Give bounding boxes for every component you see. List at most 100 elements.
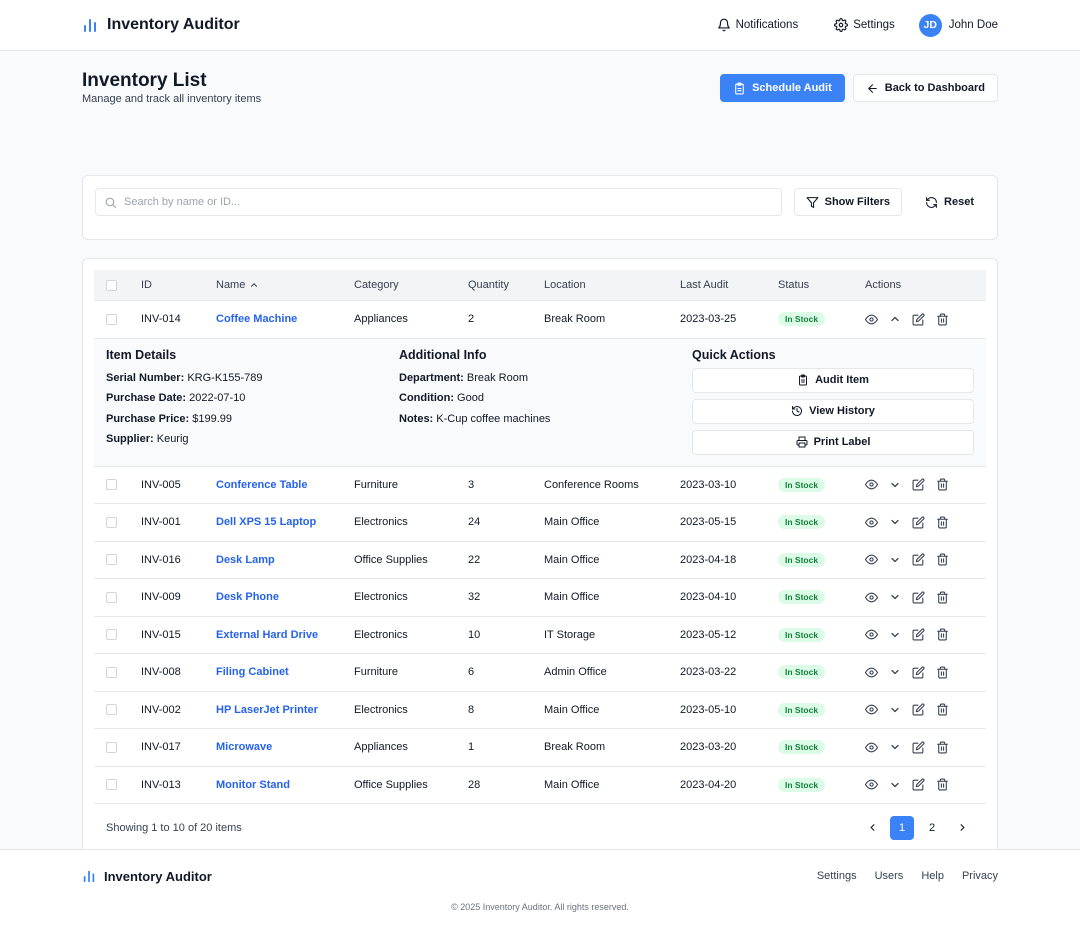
chevron-down-icon[interactable] xyxy=(889,704,901,716)
schedule-audit-button[interactable]: Schedule Audit xyxy=(720,74,845,102)
status-badge: In Stock xyxy=(778,312,826,327)
search-box[interactable] xyxy=(95,188,782,216)
column-header-last-audit[interactable]: Last Audit xyxy=(680,279,729,291)
eye-icon[interactable] xyxy=(865,478,878,491)
footer-link-settings[interactable]: Settings xyxy=(816,870,857,882)
item-name-link[interactable]: Desk Phone xyxy=(216,591,279,604)
chevron-down-icon[interactable] xyxy=(889,591,901,603)
row-checkbox[interactable] xyxy=(106,704,117,716)
select-all-checkbox[interactable] xyxy=(106,279,117,291)
eye-icon[interactable] xyxy=(865,741,878,754)
row-checkbox[interactable] xyxy=(106,591,117,603)
trash-icon[interactable] xyxy=(936,666,949,679)
purchase-price-label: Purchase Price: xyxy=(106,412,190,425)
chevron-down-icon[interactable] xyxy=(889,779,901,791)
chevron-down-icon[interactable] xyxy=(889,516,901,528)
audit-item-button[interactable]: Audit Item xyxy=(692,367,974,393)
item-name-link[interactable]: Microwave xyxy=(216,741,273,754)
row-checkbox[interactable] xyxy=(106,479,117,491)
column-header-id[interactable]: ID xyxy=(141,279,152,291)
item-location: Main Office xyxy=(544,553,600,566)
next-page-button[interactable] xyxy=(950,816,974,840)
item-name-link[interactable]: Dell XPS 15 Laptop xyxy=(216,516,317,529)
edit-icon[interactable] xyxy=(912,516,925,529)
row-checkbox[interactable] xyxy=(106,313,117,325)
item-category: Furniture xyxy=(354,478,399,491)
reset-button[interactable]: Reset xyxy=(914,188,985,216)
chevron-down-icon[interactable] xyxy=(889,741,901,753)
app-header: Inventory Auditor Notifications Settings… xyxy=(0,0,1080,51)
trash-icon[interactable] xyxy=(936,703,949,716)
eye-icon[interactable] xyxy=(865,516,878,529)
page-1-button[interactable]: 1 xyxy=(890,815,914,840)
eye-icon[interactable] xyxy=(865,313,878,326)
view-history-button[interactable]: View History xyxy=(692,398,974,424)
item-name-link[interactable]: HP LaserJet Printer xyxy=(216,703,318,716)
edit-icon[interactable] xyxy=(912,703,925,716)
trash-icon[interactable] xyxy=(936,628,949,641)
chevron-down-icon[interactable] xyxy=(889,666,901,678)
item-name-link[interactable]: External Hard Drive xyxy=(216,628,319,641)
eye-icon[interactable] xyxy=(865,591,878,604)
edit-icon[interactable] xyxy=(912,313,925,326)
row-checkbox[interactable] xyxy=(106,741,117,753)
show-filters-button[interactable]: Show Filters xyxy=(793,188,903,216)
back-to-dashboard-button[interactable]: Back to Dashboard xyxy=(852,74,998,102)
edit-icon[interactable] xyxy=(912,478,925,491)
table-row: INV-002 HP LaserJet Printer Electronics 8 Ma… xyxy=(94,692,986,729)
trash-icon[interactable] xyxy=(936,478,949,491)
chevron-down-icon[interactable] xyxy=(889,554,901,566)
edit-icon[interactable] xyxy=(912,741,925,754)
user-menu[interactable]: JD John Doe xyxy=(918,13,998,37)
trash-icon[interactable] xyxy=(936,591,949,604)
eye-icon[interactable] xyxy=(865,778,878,791)
footer-link-privacy[interactable]: Privacy xyxy=(961,870,998,882)
row-checkbox[interactable] xyxy=(106,516,117,528)
chevron-up-icon[interactable] xyxy=(889,313,901,325)
page-2-button[interactable]: 2 xyxy=(928,821,936,834)
search-input[interactable] xyxy=(124,196,773,208)
edit-icon[interactable] xyxy=(912,628,925,641)
item-name-link[interactable]: Coffee Machine xyxy=(216,313,298,326)
item-id: INV-008 xyxy=(141,666,181,679)
item-id: INV-013 xyxy=(141,778,181,791)
column-header-category[interactable]: Category xyxy=(354,279,399,291)
column-header-status[interactable]: Status xyxy=(778,279,810,291)
item-name-link[interactable]: Desk Lamp xyxy=(216,553,275,566)
row-checkbox[interactable] xyxy=(106,666,117,678)
edit-icon[interactable] xyxy=(912,553,925,566)
footer-link-help[interactable]: Help xyxy=(921,870,944,882)
eye-icon[interactable] xyxy=(865,666,878,679)
trash-icon[interactable] xyxy=(936,778,949,791)
pagination-summary: Showing 1 to 10 of 20 items xyxy=(106,821,242,834)
show-filters-label: Show Filters xyxy=(824,196,891,208)
item-name-link[interactable]: Monitor Stand xyxy=(216,778,290,791)
item-name-link[interactable]: Filing Cabinet xyxy=(216,666,289,679)
row-checkbox[interactable] xyxy=(106,779,117,791)
eye-icon[interactable] xyxy=(865,628,878,641)
edit-icon[interactable] xyxy=(912,591,925,604)
column-header-name[interactable]: Name xyxy=(216,279,354,291)
trash-icon[interactable] xyxy=(936,516,949,529)
trash-icon[interactable] xyxy=(936,741,949,754)
settings-button[interactable]: Settings xyxy=(834,18,895,32)
trash-icon[interactable] xyxy=(936,313,949,326)
column-header-location[interactable]: Location xyxy=(544,279,586,291)
notifications-button[interactable]: Notifications xyxy=(717,18,798,32)
print-label-button[interactable]: Print Label xyxy=(692,429,974,455)
item-name-link[interactable]: Conference Table xyxy=(216,478,308,491)
brand[interactable]: Inventory Auditor xyxy=(82,16,240,34)
footer-brand[interactable]: Inventory Auditor xyxy=(82,869,212,884)
edit-icon[interactable] xyxy=(912,666,925,679)
eye-icon[interactable] xyxy=(865,553,878,566)
chevron-down-icon[interactable] xyxy=(889,479,901,491)
row-checkbox[interactable] xyxy=(106,554,117,566)
footer-link-users[interactable]: Users xyxy=(874,870,904,882)
eye-icon[interactable] xyxy=(865,703,878,716)
chevron-down-icon[interactable] xyxy=(889,629,901,641)
edit-icon[interactable] xyxy=(912,778,925,791)
trash-icon[interactable] xyxy=(936,553,949,566)
row-checkbox[interactable] xyxy=(106,629,117,641)
column-header-quantity[interactable]: Quantity xyxy=(468,279,509,291)
previous-page-button[interactable] xyxy=(860,816,884,840)
